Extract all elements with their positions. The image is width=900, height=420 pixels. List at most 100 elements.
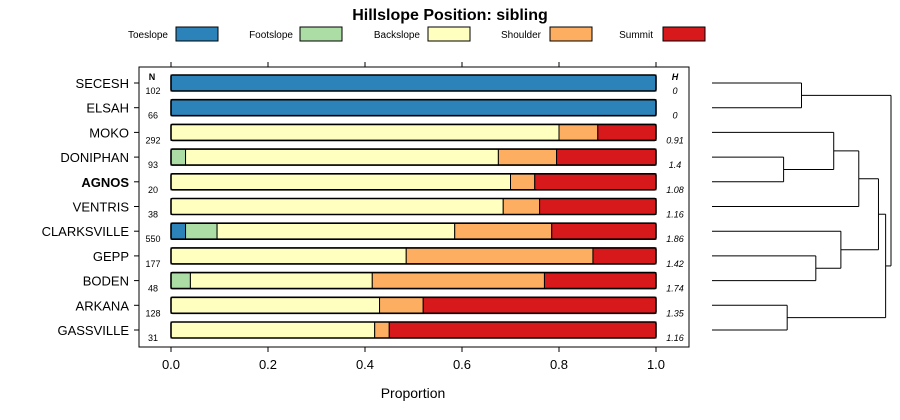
n-value: 102 xyxy=(145,86,160,96)
category-label: DONIPHAN xyxy=(60,150,129,165)
category-label: GEPP xyxy=(93,249,129,264)
bar-outline xyxy=(170,148,657,166)
chart-title: Hillslope Position: sibling xyxy=(352,7,548,24)
category-label: ELSAH xyxy=(86,101,129,116)
h-value: 0 xyxy=(672,111,677,121)
bar-segment-shoulder xyxy=(379,296,424,314)
n-value: 38 xyxy=(148,210,158,220)
bar-segment-summit xyxy=(556,148,657,166)
bar-outline xyxy=(170,197,657,216)
x-axis-label: Proportion xyxy=(381,385,446,401)
h-value: 1.86 xyxy=(666,234,684,244)
category-label: BODEN xyxy=(83,274,129,289)
n-value: 20 xyxy=(148,185,158,195)
category-label: CLARKSVILLE xyxy=(42,224,130,239)
category-label: GASSVILLE xyxy=(57,323,129,338)
bar-segment-shoulder xyxy=(405,247,594,265)
h-value: 1.16 xyxy=(666,333,684,343)
bar-segment-backslope xyxy=(170,198,504,215)
bar-segment-summit xyxy=(422,296,657,314)
n-value: 550 xyxy=(145,234,160,244)
category-label: VENTRIS xyxy=(73,200,130,215)
category-label: MOKO xyxy=(89,125,129,140)
bar-segment-backslope xyxy=(170,173,511,191)
bar-outline xyxy=(170,123,657,142)
bar-segment-summit xyxy=(543,272,657,290)
x-tick-label: 0.4 xyxy=(356,357,374,372)
category-label: AGNOS xyxy=(81,175,129,190)
legend-swatch-footslope xyxy=(299,26,343,42)
n-value: 48 xyxy=(148,284,158,294)
bar-segment-shoulder xyxy=(502,198,541,215)
bar-segment-summit xyxy=(592,247,657,265)
bar-segment-footslope xyxy=(170,272,191,290)
h-value: 1.16 xyxy=(666,210,684,220)
x-tick-label: 0.8 xyxy=(550,357,568,372)
category-label: SECESH xyxy=(76,76,129,91)
legend-label-summit: Summit xyxy=(619,30,653,41)
bar-segment-backslope xyxy=(185,148,499,166)
h-value: 0 xyxy=(672,86,677,96)
legend-label-backslope: Backslope xyxy=(374,30,421,41)
bar-segment-shoulder xyxy=(454,222,553,240)
dendrogram xyxy=(712,82,892,331)
bar-segment-shoulder xyxy=(510,173,536,191)
bar-segment-footslope xyxy=(185,222,218,240)
legend-label-toeslope: Toeslope xyxy=(128,30,168,41)
h-value: 1.08 xyxy=(666,185,684,195)
h-value: 1.35 xyxy=(666,308,685,318)
n-header: N xyxy=(149,72,156,82)
h-value: 1.4 xyxy=(669,160,682,170)
bar-segment-backslope xyxy=(170,247,407,265)
bar-segment-backslope xyxy=(170,123,560,141)
bar-segment-summit xyxy=(388,321,657,339)
category-label: ARKANA xyxy=(76,298,130,313)
bar-segment-summit xyxy=(539,198,657,215)
h-value: 0.91 xyxy=(666,135,684,145)
bar-segment-shoulder xyxy=(497,148,558,166)
bar-segment-footslope xyxy=(170,148,187,166)
plot-area: N H SECESH 102 0 ELSAH 66 0 MOKO 292 0.91 DONIPHAN 9… xyxy=(42,62,690,372)
n-value: 66 xyxy=(148,111,158,121)
bar-outline xyxy=(170,173,657,191)
bar-outline xyxy=(170,247,657,265)
legend: Toeslope Footslope Backslope Shoulder Summit xyxy=(128,26,706,42)
bar-segment-toeslope xyxy=(170,99,657,117)
x-tick-label: 0.0 xyxy=(162,357,180,372)
n-value: 128 xyxy=(145,308,160,318)
n-value: 93 xyxy=(148,160,158,170)
legend-label-shoulder: Shoulder xyxy=(501,30,542,41)
legend-swatch-summit xyxy=(662,26,706,42)
bar-outline xyxy=(170,271,657,290)
n-value: 31 xyxy=(148,333,158,343)
bar-outline xyxy=(170,321,657,339)
x-tick-label: 1.0 xyxy=(647,357,665,372)
legend-swatch-toeslope xyxy=(175,26,219,42)
bar-segment-shoulder xyxy=(371,272,545,290)
bar-segment-toeslope xyxy=(170,74,657,92)
bar-segment-shoulder xyxy=(558,123,599,141)
h-header: H xyxy=(672,72,679,82)
bar-segment-backslope xyxy=(170,321,376,339)
legend-swatch-shoulder xyxy=(549,26,593,42)
bar-segment-backslope xyxy=(189,272,373,290)
bar-segment-summit xyxy=(597,123,657,141)
bar-outline xyxy=(170,222,657,240)
n-value: 177 xyxy=(145,259,160,269)
bar-segment-backslope xyxy=(216,222,456,240)
bar-segment-toeslope xyxy=(170,222,187,240)
bar-outline xyxy=(170,74,657,92)
legend-label-footslope: Footslope xyxy=(249,30,293,41)
legend-swatch-backslope xyxy=(427,26,471,42)
h-value: 1.42 xyxy=(666,259,684,269)
bar-segment-backslope xyxy=(170,296,381,314)
bar-segment-summit xyxy=(534,173,657,191)
x-tick-label: 0.2 xyxy=(259,357,277,372)
bar-outline xyxy=(170,98,657,117)
h-value: 1.74 xyxy=(666,284,684,294)
bar-outline xyxy=(170,296,657,315)
x-tick-label: 0.6 xyxy=(453,357,471,372)
bar-segment-shoulder xyxy=(374,321,390,339)
n-value: 292 xyxy=(145,135,160,145)
